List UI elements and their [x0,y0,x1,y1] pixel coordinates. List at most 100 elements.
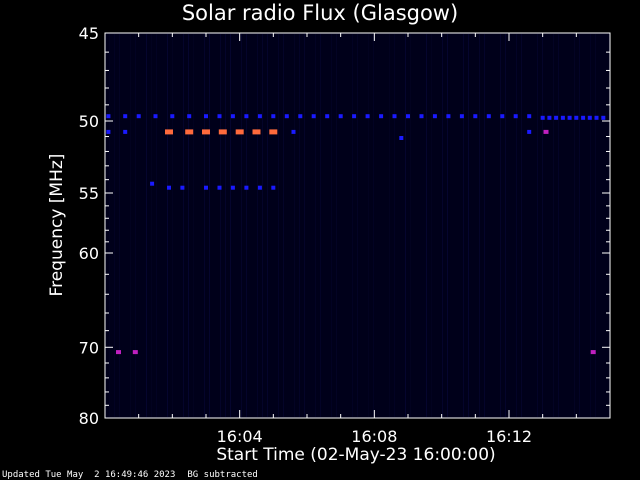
background-streak [167,34,168,417]
emission-mark [123,129,128,134]
background-streak [193,34,194,417]
background-streak [463,34,464,417]
emission-mark [399,136,404,140]
background-streak [590,34,591,417]
emission-mark [244,185,249,190]
emission-mark [486,114,491,119]
y-tick-label: 45 [79,24,99,43]
background-streak [172,34,173,417]
background-streak [262,34,263,417]
emission-mark [352,114,357,119]
background-streak [114,34,115,417]
background-streak [537,34,538,417]
emission-mark [543,129,549,134]
emission-mark [106,129,111,134]
emission-mark [379,114,384,119]
background-streak [299,34,300,417]
background-streak [505,34,506,417]
background-streak [410,34,411,417]
emission-mark [284,114,289,119]
emission-mark [325,114,330,119]
plot-frame [104,32,611,419]
background-streak [558,34,559,417]
emission-mark [217,114,222,119]
background-streak [109,34,110,417]
x-axis: 16:04 16:08 16:12 [138,33,577,446]
emission-mark [311,114,316,119]
emission-mark [365,114,370,119]
emission-mark [547,115,552,120]
background-streak [373,34,374,417]
emission-mark [601,115,606,120]
y-tick-label: 80 [79,409,99,428]
emission-mark [204,185,208,190]
background-streak [331,34,332,417]
background-streak [542,34,543,417]
y-tick-label: 55 [79,184,99,203]
chart-title: Solar radio Flux (Glasgow) [181,1,459,25]
background-streak [447,34,448,417]
background-streak [156,34,157,417]
background-streak [405,34,406,417]
background-streak [442,34,443,417]
background-streak [183,34,184,417]
footer-bg: BG subtracted [187,470,258,480]
emission-mark [590,350,596,355]
emission-mark [180,185,185,190]
emission-mark [153,114,158,119]
emission-mark [513,114,518,119]
emission-mark [204,114,208,119]
emission-mark [230,114,235,119]
emission-mark [338,114,343,119]
y-tick-label: 70 [79,338,99,357]
emission-mark [291,129,296,134]
emission-mark [218,129,227,135]
emission-marks [106,114,606,355]
background-streak [146,34,147,417]
background-streak [389,34,390,417]
background-streak [204,34,205,417]
emission-mark [406,114,410,119]
y-axis-label: Frequency [MHz] [47,153,67,297]
emission-mark [257,114,262,119]
background-streak [188,34,189,417]
background-streak [267,34,268,417]
background-streak [431,34,432,417]
background-streak [257,34,258,417]
background-streak [151,34,152,417]
x-tick-label: 16:04 [217,427,263,446]
background-streak [479,34,480,417]
emission-mark [185,129,194,135]
emission-mark [123,114,128,119]
emission-mark [187,114,192,119]
y-tick-label: 60 [79,244,99,263]
emission-mark [132,350,138,355]
emission-mark [527,129,532,134]
background-streak [468,34,469,417]
background-streak [336,34,337,417]
emission-mark [473,114,478,119]
background-streak [209,34,210,417]
emission-mark [136,114,141,119]
background-streak [426,34,427,417]
emission-mark [244,114,249,119]
emission-mark [298,114,303,119]
emission-mark [271,114,276,119]
background-streak [119,34,120,417]
background-streak [246,34,247,417]
emission-mark [392,114,397,119]
x-tick-label: 16:08 [351,427,397,446]
background-streak [516,34,517,417]
emission-mark [554,115,559,120]
background-streak [553,34,554,417]
emission-mark [594,115,599,120]
emission-mark [459,114,464,119]
emission-mark [202,129,210,135]
background-streak [574,34,575,417]
emission-mark [560,115,565,120]
emission-mark [500,114,505,119]
background-streak [278,34,279,417]
emission-mark [446,114,451,119]
footer-updated: Updated Tue May 2 16:49:46 2023 [2,470,176,480]
x-tick-label: 16:12 [486,427,532,446]
